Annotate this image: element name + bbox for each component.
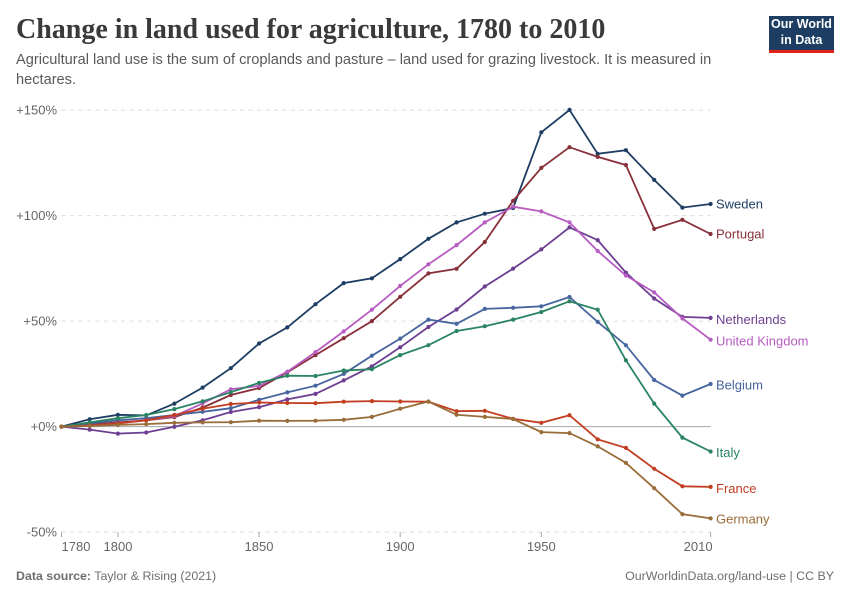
svg-text:+50%: +50% — [23, 314, 57, 329]
svg-text:Belgium: Belgium — [716, 378, 763, 393]
svg-text:+150%: +150% — [16, 103, 57, 118]
svg-text:1780: 1780 — [62, 539, 91, 554]
svg-text:France: France — [716, 481, 756, 496]
svg-text:1800: 1800 — [104, 539, 133, 554]
svg-text:Portugal: Portugal — [716, 227, 765, 242]
svg-text:1900: 1900 — [386, 539, 415, 554]
svg-text:Netherlands: Netherlands — [716, 312, 787, 327]
svg-text:2010: 2010 — [684, 539, 713, 554]
svg-text:Italy: Italy — [716, 445, 740, 460]
svg-text:1950: 1950 — [527, 539, 556, 554]
svg-text:1850: 1850 — [245, 539, 274, 554]
svg-text:+0%: +0% — [31, 419, 58, 434]
svg-text:+100%: +100% — [16, 208, 57, 223]
svg-text:United Kingdom: United Kingdom — [716, 334, 809, 349]
svg-text:Sweden: Sweden — [716, 197, 763, 212]
svg-text:-50%: -50% — [27, 525, 58, 540]
svg-text:Germany: Germany — [716, 511, 770, 526]
